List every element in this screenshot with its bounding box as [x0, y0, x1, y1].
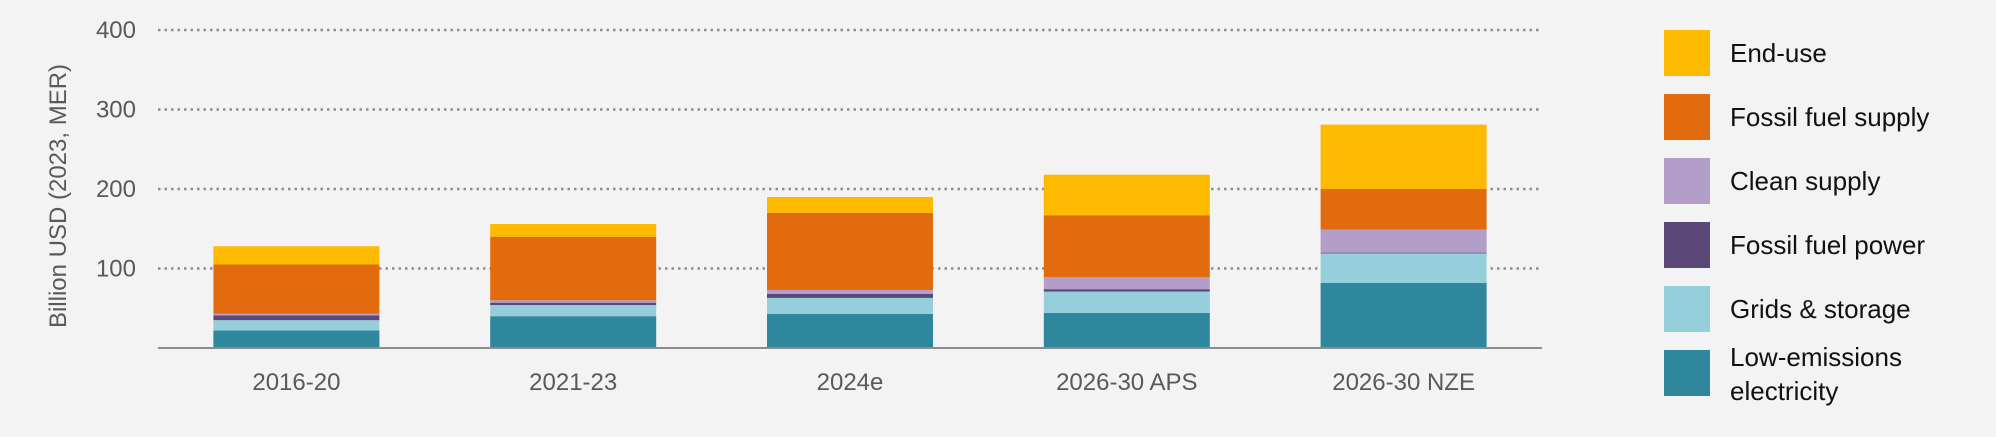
bar-segment [1320, 124, 1487, 189]
bar-segment [1043, 215, 1210, 278]
bar-segment [490, 300, 657, 303]
y-tick-label: 100 [96, 256, 136, 283]
legend-swatch [1664, 158, 1710, 204]
bar-segment [1043, 277, 1210, 290]
y-tick-label: 200 [96, 176, 136, 203]
bar-segment [1043, 174, 1210, 216]
bar-segment [490, 316, 657, 348]
legend-label: Low-emissions electricity [1730, 342, 1902, 406]
bar-segment [213, 246, 380, 265]
bar-segment [1320, 282, 1487, 348]
bar-segment [213, 264, 380, 314]
legend-label: Fossil fuel supply [1730, 102, 1929, 132]
bar-segment [1043, 289, 1210, 292]
legend-label: End-use [1730, 38, 1827, 68]
x-tick-label: 2026-30 APS [1056, 369, 1197, 396]
x-tick-label: 2021-23 [529, 369, 617, 396]
bar-segment [1320, 189, 1487, 230]
legend-swatch [1664, 94, 1710, 140]
bar-segment [213, 313, 380, 316]
axes: 100 200 300 400 Billion USD (2023, MER) 2016-… [45, 17, 1542, 396]
bar-segment [767, 313, 933, 348]
legend-label: Clean supply [1730, 166, 1880, 196]
legend-label: Grids & storage [1730, 294, 1911, 324]
bar-segment [490, 302, 657, 306]
x-tick-label: 2024e [817, 369, 884, 396]
bar-segment [213, 315, 380, 321]
legend-label: Fossil fuel power [1730, 230, 1925, 260]
y-tick-label: 400 [96, 17, 136, 44]
legend-swatch [1664, 222, 1710, 268]
bar-segment [767, 212, 933, 290]
bar-segment [1320, 253, 1487, 283]
bar-segment [767, 289, 933, 294]
x-tick-label: 2016-20 [252, 369, 340, 396]
y-axis-title: Billion USD (2023, MER) [45, 64, 72, 328]
bar-segment [490, 236, 657, 301]
legend-swatch [1664, 350, 1710, 396]
legend: End-use Fossil fuel supply Clean supply Fos… [1664, 30, 1929, 406]
bar-segment [1320, 252, 1487, 254]
y-tick-label: 300 [96, 97, 136, 124]
bar-segment [1043, 291, 1210, 314]
bar-segment [767, 196, 933, 213]
bar-segment [767, 297, 933, 314]
legend-swatch [1664, 286, 1710, 332]
x-tick-label: 2026-30 NZE [1332, 369, 1475, 396]
bar-segment [1320, 229, 1487, 253]
legend-swatch [1664, 30, 1710, 76]
bar-segment [213, 320, 380, 331]
bar-segment [1043, 313, 1210, 348]
bars [213, 124, 1487, 348]
bar-segment [490, 305, 657, 317]
bar-segment [490, 223, 657, 237]
bar-segment [767, 293, 933, 298]
bar-segment [213, 330, 380, 348]
